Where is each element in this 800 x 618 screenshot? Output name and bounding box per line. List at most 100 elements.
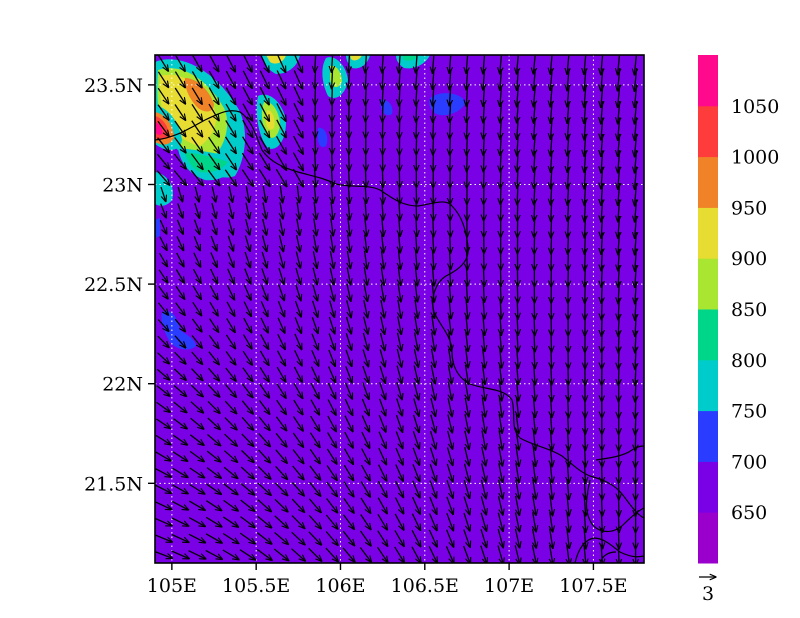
x-tick-label: 106.5E xyxy=(391,575,459,597)
wind-arrow xyxy=(325,547,338,562)
wind-arrow xyxy=(244,251,250,268)
wind-arrow xyxy=(361,398,369,416)
wind-arrow xyxy=(173,385,187,397)
wind-arrow xyxy=(601,265,602,287)
wind-arrow xyxy=(329,283,334,301)
wind-arrow xyxy=(174,104,186,121)
vector-reference: 3 xyxy=(699,577,716,605)
wind-arrow xyxy=(395,480,404,498)
wind-arrow xyxy=(483,134,484,155)
wind-arrow xyxy=(635,297,636,320)
wind-arrow xyxy=(464,430,469,450)
wind-arrow xyxy=(534,183,535,205)
wind-arrow xyxy=(551,183,552,205)
wind-arrow xyxy=(209,301,218,316)
wind-arrow xyxy=(241,433,254,446)
wind-arrow xyxy=(208,103,219,121)
wind-arrow xyxy=(446,512,454,531)
wind-arrow xyxy=(205,549,223,559)
wind-arrow xyxy=(449,69,450,90)
wind-arrow xyxy=(382,234,384,252)
wind-arrow xyxy=(446,463,453,482)
wind-arrow xyxy=(483,364,485,384)
wind-arrow xyxy=(293,135,304,154)
wind-arrow xyxy=(483,348,485,368)
wind-arrow xyxy=(176,252,184,267)
wind-arrow xyxy=(618,314,619,336)
wind-arrow xyxy=(191,136,203,153)
contour-blob xyxy=(161,311,196,350)
wind-arrow xyxy=(292,152,303,171)
wind-arrow xyxy=(277,333,285,349)
wind-arrow xyxy=(500,315,501,335)
contour-blob xyxy=(402,55,418,61)
wind-arrow xyxy=(226,285,234,300)
wind-arrow xyxy=(411,529,421,547)
wind-arrow xyxy=(195,186,199,202)
wind-arrow xyxy=(157,302,169,315)
wind-arrow xyxy=(261,251,267,268)
wind-arrow xyxy=(224,433,238,446)
wind-arrow xyxy=(310,382,319,399)
wind-arrow xyxy=(308,514,321,528)
wind-arrow xyxy=(360,481,370,498)
wind-arrow xyxy=(275,449,287,463)
wind-arrow xyxy=(260,301,268,316)
wind-arrow xyxy=(483,85,484,107)
wind-arrow xyxy=(292,465,304,480)
wind-arrow xyxy=(325,531,338,546)
wind-arrow xyxy=(190,153,203,170)
wind-arrow xyxy=(362,365,369,383)
wind-arrow xyxy=(398,299,401,318)
wind-arrow xyxy=(466,266,467,286)
wind-arrow xyxy=(514,495,520,515)
wind-arrow xyxy=(297,185,299,203)
wind-arrow xyxy=(291,498,304,512)
wind-arrow xyxy=(359,547,371,563)
wind-arrow xyxy=(429,513,437,531)
wind-arrow xyxy=(550,479,552,499)
contour-blob xyxy=(350,55,362,61)
wind-arrow xyxy=(517,298,518,319)
wind-arrow xyxy=(297,218,300,236)
wind-arrow xyxy=(447,430,453,449)
colorbar-swatch xyxy=(698,258,718,310)
wind-arrow xyxy=(465,397,469,417)
colorbar-label: 1050 xyxy=(731,96,779,118)
wind-arrow xyxy=(584,84,586,107)
wind-arrow xyxy=(447,414,452,433)
wind-arrow xyxy=(327,382,335,399)
wind-arrow xyxy=(416,55,417,73)
wind-arrow xyxy=(242,70,252,89)
wind-arrow xyxy=(263,185,266,202)
wind-arrow xyxy=(242,383,253,397)
wind-arrow xyxy=(314,201,316,219)
wind-arrow xyxy=(293,119,303,138)
wind-arrow xyxy=(206,467,221,479)
wind-arrow xyxy=(315,152,316,171)
map-plot: 105E 105.5E 106E 106.5E 107E 107.5E 23.5N 23N 22… xyxy=(84,54,645,597)
wind-arrow xyxy=(331,234,334,252)
wind-arrow xyxy=(177,186,182,202)
wind-arrow xyxy=(207,384,219,397)
wind-arrow xyxy=(500,69,502,90)
contour-blob xyxy=(155,218,160,238)
wind-arrow xyxy=(618,133,620,157)
wind-arrow xyxy=(362,332,368,350)
wind-arrow xyxy=(585,429,586,451)
wind-arrow xyxy=(259,103,269,122)
wind-arrow xyxy=(433,200,434,220)
wind-arrow xyxy=(308,498,321,513)
wind-arrow xyxy=(314,185,316,203)
wind-arrow xyxy=(225,351,236,365)
wind-arrow xyxy=(207,169,220,186)
wind-arrow xyxy=(225,384,237,398)
wind-arrow xyxy=(311,300,318,317)
wind-arrow xyxy=(258,152,269,170)
wind-arrow xyxy=(429,496,437,514)
wind-arrow xyxy=(394,530,404,546)
wind-arrow xyxy=(430,414,436,433)
wind-vectors xyxy=(155,55,636,563)
wind-arrow xyxy=(292,416,304,432)
wind-arrow xyxy=(463,512,470,531)
